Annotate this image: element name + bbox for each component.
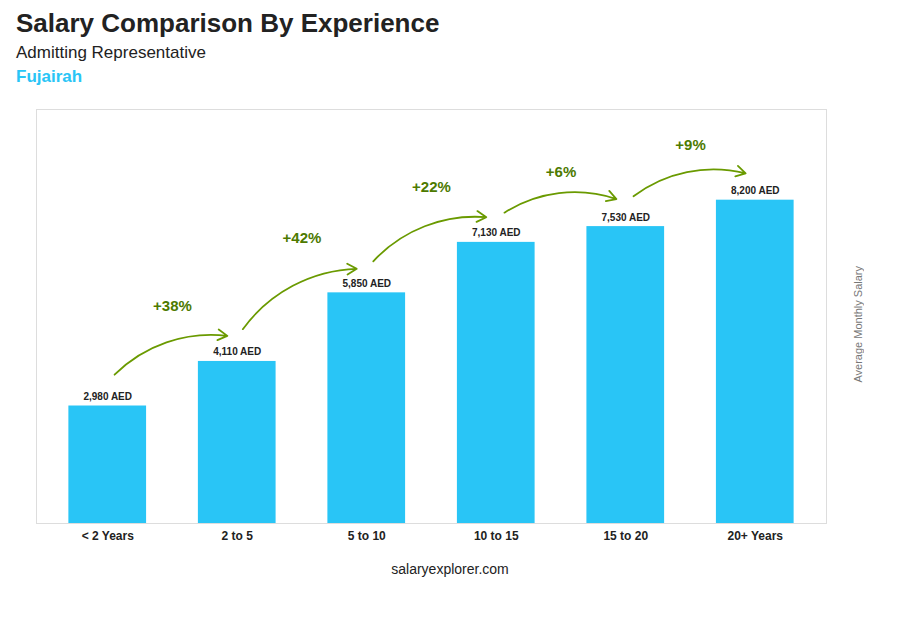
svg-text:2 to 5: 2 to 5 [222, 529, 254, 543]
svg-text:< 2 Years: < 2 Years [82, 529, 134, 543]
svg-text:+42%: +42% [283, 229, 322, 246]
svg-text:+9%: +9% [675, 136, 705, 153]
svg-text:20+ Years: 20+ Years [728, 529, 784, 543]
html-text:Fujairah: Fujairah [16, 67, 83, 86]
svg-text:5,850 AED: 5,850 AED [342, 278, 391, 289]
html-text:Average Monthly Salary: Average Monthly Salary [852, 265, 864, 383]
svg-text:+38%: +38% [153, 297, 192, 314]
svg-text:2,980 AED: 2,980 AED [83, 391, 132, 402]
html-text:salaryexplorer.com: salaryexplorer.com [391, 561, 509, 577]
svg-text:15 to 20: 15 to 20 [603, 529, 648, 543]
html-text:Admitting Representative: Admitting Representative [16, 43, 206, 62]
svg-text:7,530 AED: 7,530 AED [601, 212, 650, 223]
svg-text:7,130 AED: 7,130 AED [472, 227, 521, 238]
svg-text:+6%: +6% [546, 163, 576, 180]
svg-text:4,110 AED: 4,110 AED [213, 346, 261, 357]
svg-text:8,200 AED: 8,200 AED [731, 185, 780, 196]
svg-text:5 to 10: 5 to 10 [348, 529, 386, 543]
html-text:Salary Comparison By Experienc: Salary Comparison By Experience [16, 8, 440, 38]
svg-text:10 to 15: 10 to 15 [474, 529, 519, 543]
svg-text:+22%: +22% [412, 178, 451, 195]
